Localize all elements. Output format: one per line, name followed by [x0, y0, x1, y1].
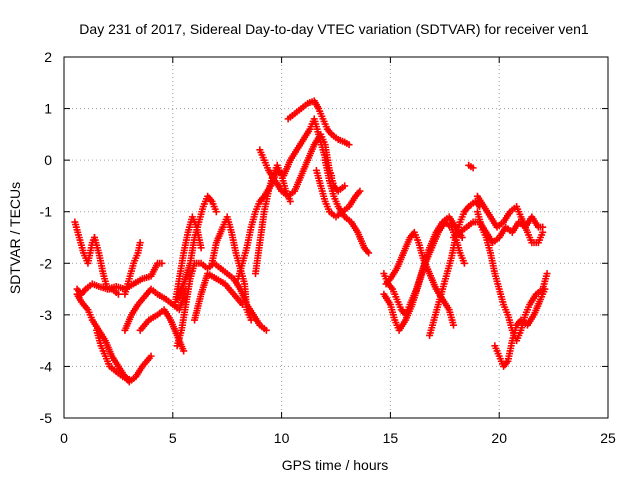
data-point	[345, 141, 353, 149]
data-point	[450, 321, 458, 329]
data-point	[341, 182, 349, 190]
data-point	[158, 259, 166, 267]
data-point	[460, 259, 468, 267]
y-tick-label: 1	[44, 101, 52, 117]
series-24	[450, 213, 547, 247]
y-tick-label: -2	[40, 255, 53, 271]
series-3	[73, 290, 155, 386]
data-point	[539, 228, 547, 236]
data-point	[356, 187, 364, 195]
x-tick-label: 5	[169, 430, 177, 446]
data-point	[365, 249, 373, 257]
y-axis-label: SDTVAR / TECUs	[7, 182, 23, 294]
ticks: 0 5 10 15 20 25 -5 -4 -3 -2 -1 0 1 2	[40, 49, 616, 446]
data-point	[469, 164, 477, 172]
data-point	[543, 270, 551, 278]
series-4	[93, 326, 133, 383]
data-point	[247, 316, 255, 324]
data-series	[71, 97, 551, 386]
series-17	[284, 97, 353, 149]
series-6	[121, 239, 144, 298]
series-5	[90, 234, 122, 298]
data-point	[458, 234, 466, 241]
x-tick-label: 20	[491, 430, 507, 446]
data-point	[541, 285, 549, 293]
y-tick-label: -4	[40, 358, 53, 374]
series-27	[473, 192, 547, 247]
plot-frame	[63, 56, 609, 419]
data-point	[262, 326, 270, 334]
y-tick-label: -1	[40, 204, 53, 220]
series-2	[73, 259, 166, 298]
series-11	[171, 213, 205, 309]
data-point	[136, 239, 144, 247]
data-point	[114, 290, 122, 298]
data-point	[125, 375, 133, 383]
y-tick-label: 0	[44, 152, 52, 168]
data-point	[197, 244, 205, 252]
series-19	[321, 156, 373, 257]
x-tick-label: 0	[60, 430, 68, 446]
data-point	[147, 352, 155, 360]
series-21	[382, 228, 458, 329]
series-10	[173, 192, 220, 303]
series-28	[491, 285, 549, 370]
y-tick-label: -3	[40, 307, 53, 323]
x-axis-label: GPS time / hours	[282, 457, 389, 473]
grid	[64, 57, 608, 418]
series-25	[465, 161, 477, 172]
x-tick-label: 10	[274, 430, 290, 446]
x-tick-label: 25	[600, 430, 616, 446]
data-point	[286, 197, 294, 205]
y-tick-label: -5	[40, 410, 53, 426]
chart-title: Day 231 of 2017, Sidereal Day-to-day VTE…	[79, 21, 589, 37]
series-1	[71, 218, 98, 267]
x-tick-label: 15	[383, 430, 399, 446]
data-point	[212, 208, 220, 216]
series-26	[473, 208, 551, 345]
y-tick-label: 2	[44, 49, 52, 65]
data-point	[180, 347, 188, 355]
